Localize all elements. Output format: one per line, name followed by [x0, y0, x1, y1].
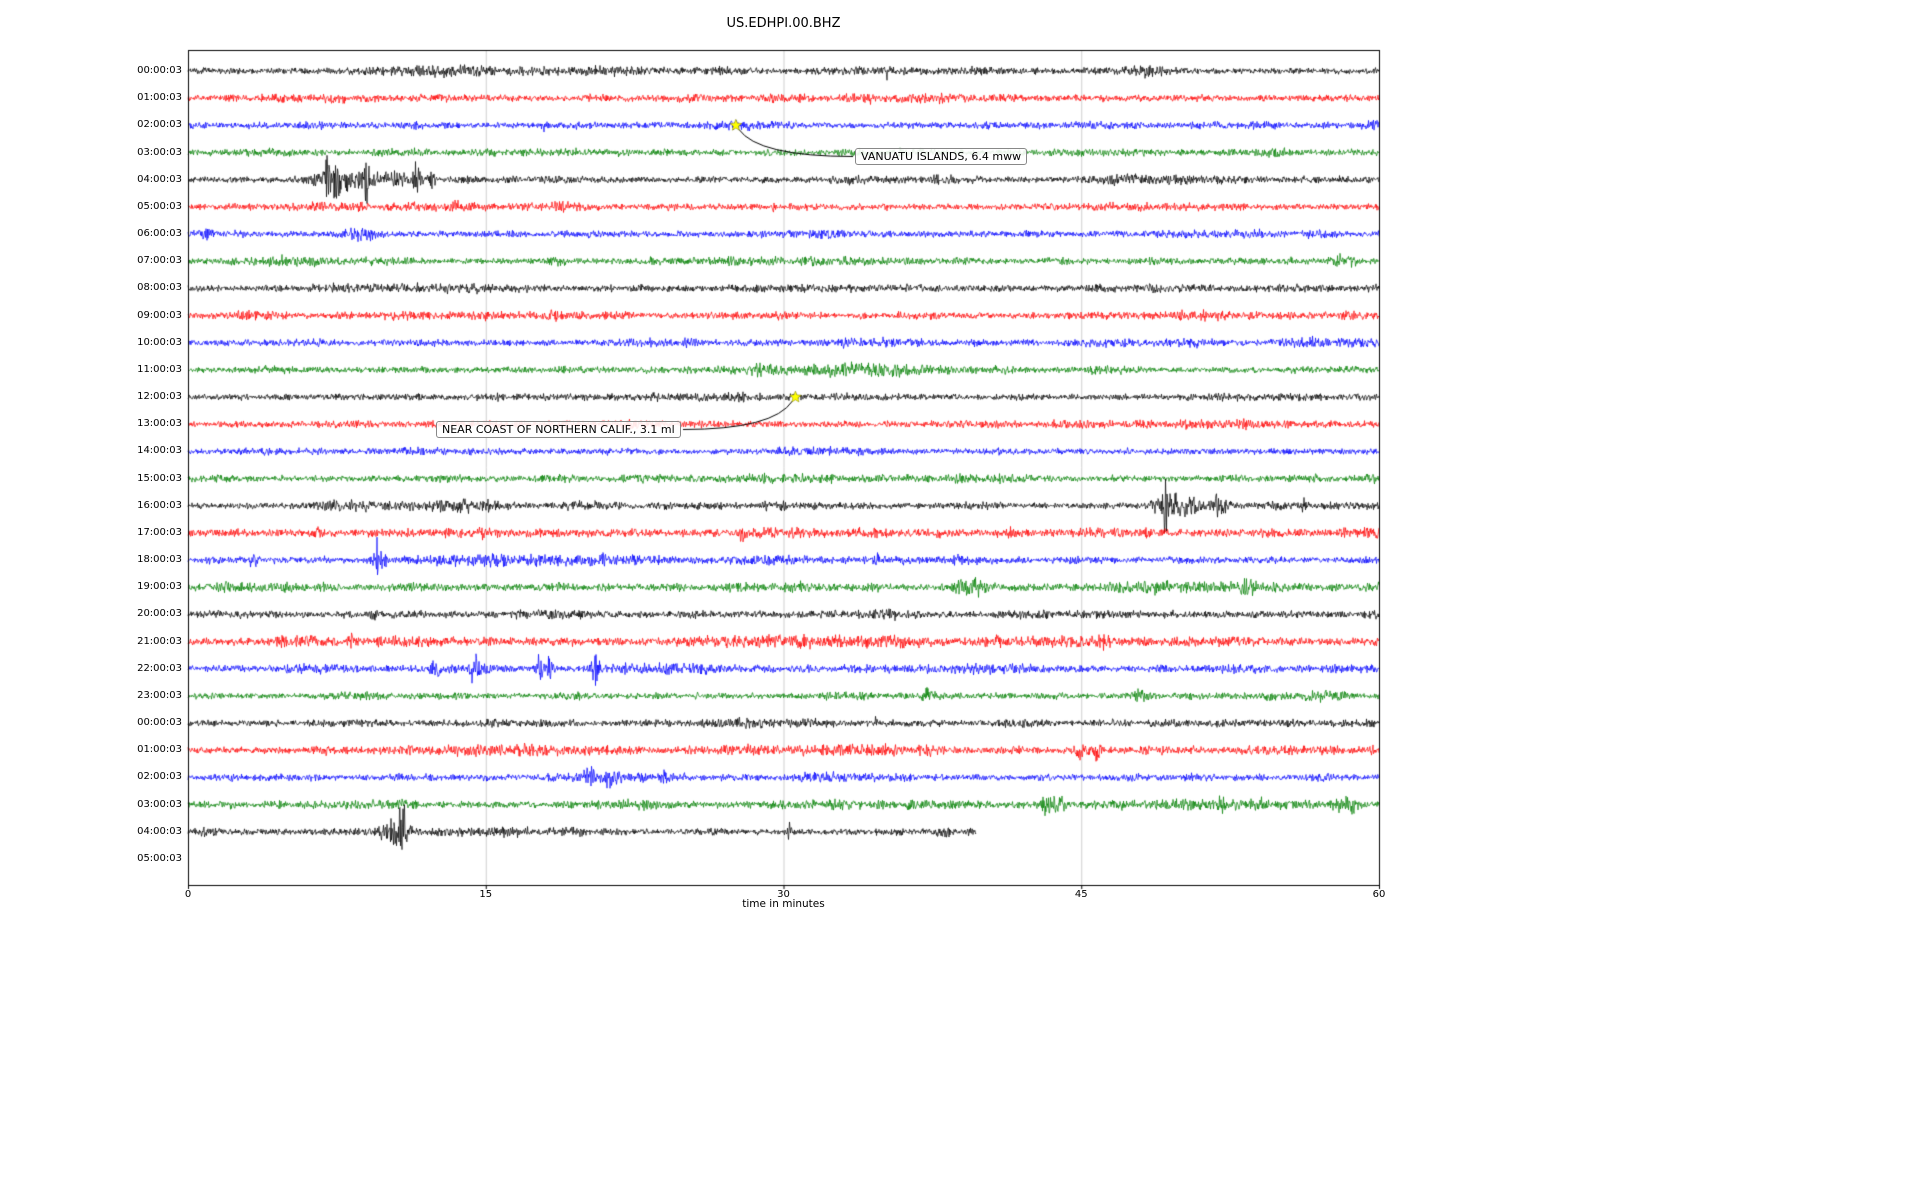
- x-tick-label: 0: [184, 889, 192, 900]
- row-time-label: 15:00:03: [137, 472, 182, 484]
- row-time-label: 22:00:03: [137, 662, 182, 674]
- row-time-label: 08:00:03: [137, 282, 182, 294]
- row-time-label: 02:00:03: [137, 119, 182, 131]
- row-time-label: 17:00:03: [137, 526, 182, 538]
- event-annotation-norcal: NEAR COAST OF NORTHERN CALIF., 3.1 ml: [436, 421, 681, 438]
- x-tick-label: 30: [777, 889, 790, 900]
- row-time-label: 14:00:03: [137, 445, 182, 457]
- row-time-label: 13:00:03: [137, 418, 182, 430]
- row-time-label: 06:00:03: [137, 228, 182, 240]
- row-time-label: 04:00:03: [137, 825, 182, 837]
- row-time-label: 20:00:03: [137, 608, 182, 620]
- row-time-label: 10:00:03: [137, 336, 182, 348]
- row-time-label: 00:00:03: [137, 65, 182, 76]
- row-time-label: 02:00:03: [137, 771, 182, 783]
- row-time-label: 19:00:03: [137, 581, 182, 593]
- row-time-label: 12:00:03: [137, 391, 182, 403]
- row-time-label: 01:00:03: [137, 744, 182, 756]
- row-time-label: 07:00:03: [137, 255, 182, 267]
- event-annotation-vanuatu: VANUATU ISLANDS, 6.4 mww: [855, 148, 1028, 165]
- row-time-label: 04:00:03: [137, 173, 182, 185]
- row-time-label: 09:00:03: [137, 309, 182, 321]
- x-axis-label: time in minutes: [742, 898, 825, 910]
- chart-title: US.EDHPI.00.BHZ: [726, 16, 841, 31]
- x-tick-label: 60: [1372, 889, 1386, 900]
- row-time-label: 00:00:03: [137, 717, 182, 729]
- row-time-label: 03:00:03: [137, 798, 182, 810]
- x-tick-label: 45: [1074, 889, 1088, 900]
- row-time-label: 18:00:03: [137, 554, 182, 566]
- row-time-label: 16:00:03: [137, 499, 182, 511]
- row-time-label: 05:00:03: [137, 853, 182, 864]
- row-time-label: 01:00:03: [137, 92, 182, 104]
- row-time-label: 05:00:03: [137, 200, 182, 212]
- row-time-label: 21:00:03: [137, 635, 182, 647]
- row-time-label: 23:00:03: [137, 689, 182, 701]
- row-time-label: 11:00:03: [137, 363, 182, 375]
- row-time-label: 03:00:03: [137, 146, 182, 158]
- x-tick-label: 15: [479, 889, 493, 900]
